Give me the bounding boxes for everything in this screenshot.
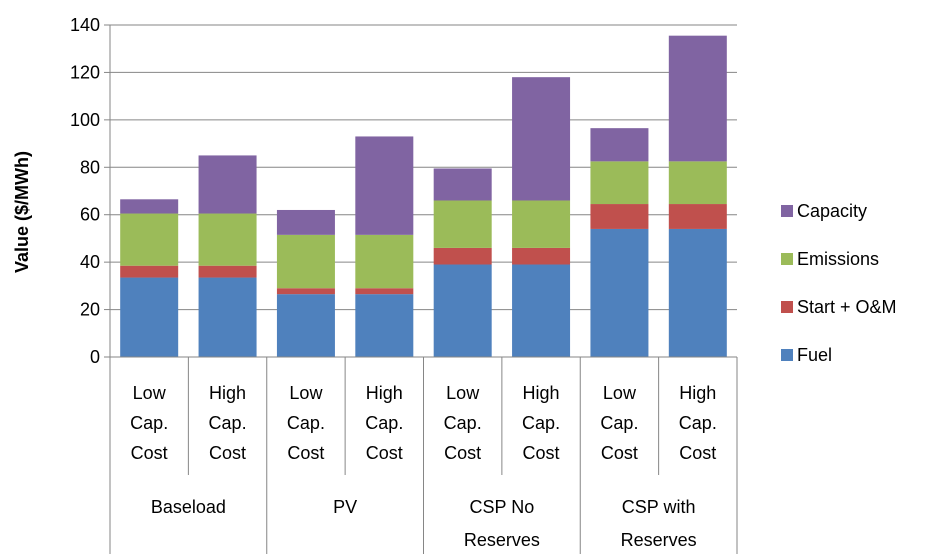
category-label: Cap. — [209, 413, 247, 433]
category-label: High — [523, 383, 560, 403]
group-label: PV — [333, 497, 357, 517]
y-axis-title: Value ($/MWh) — [12, 151, 32, 273]
bar-segment-start-o-m — [276, 288, 335, 295]
bar-segment-capacity — [276, 209, 335, 235]
category-label: Cost — [444, 443, 481, 463]
legend-swatch — [781, 349, 793, 361]
bar-segment-fuel — [668, 228, 727, 357]
bar-series — [120, 35, 727, 357]
category-label: Cost — [523, 443, 560, 463]
bar-segment-emissions — [120, 213, 179, 266]
y-tick-label: 140 — [70, 15, 100, 35]
legend-label: Fuel — [797, 345, 832, 365]
bar-segment-emissions — [512, 200, 571, 248]
category-label: High — [366, 383, 403, 403]
bar-segment-capacity — [433, 168, 492, 201]
bar-segment-fuel — [276, 294, 335, 357]
y-tick-label: 60 — [80, 205, 100, 225]
legend-swatch — [781, 205, 793, 217]
y-tick-label: 120 — [70, 62, 100, 82]
y-tick-labels: 0 20 40 60 80 100 120 140 — [70, 15, 100, 367]
bar-segment-capacity — [512, 77, 571, 201]
bar-segment-start-o-m — [590, 204, 649, 229]
category-label: Low — [133, 383, 167, 403]
category-label: Cost — [601, 443, 638, 463]
axes — [104, 24, 738, 554]
y-tick-label: 80 — [80, 157, 100, 177]
category-label: High — [679, 383, 716, 403]
y-tick-label: 40 — [80, 252, 100, 272]
y-tick-label: 100 — [70, 110, 100, 130]
bar-segment-start-o-m — [198, 265, 257, 278]
bar-segment-capacity — [120, 199, 179, 214]
group-label: Reserves — [464, 530, 540, 550]
bar-segment-start-o-m — [355, 288, 414, 295]
bar-segment-emissions — [668, 161, 727, 205]
bar-segment-emissions — [590, 161, 649, 205]
category-label: Cap. — [522, 413, 560, 433]
bar-segment-capacity — [355, 136, 414, 235]
category-label: Low — [289, 383, 323, 403]
bar-segment-emissions — [276, 234, 335, 289]
legend-label: Capacity — [797, 201, 867, 221]
bar-segment-emissions — [355, 234, 414, 289]
bar-segment-fuel — [433, 264, 492, 357]
bar-segment-capacity — [668, 35, 727, 162]
category-label: Cost — [287, 443, 324, 463]
category-label: Cap. — [287, 413, 325, 433]
bar-segment-start-o-m — [433, 247, 492, 265]
category-label: Cap. — [130, 413, 168, 433]
category-label: Cap. — [679, 413, 717, 433]
category-label: Cost — [679, 443, 716, 463]
group-label: Baseload — [151, 497, 226, 517]
category-label: Cap. — [365, 413, 403, 433]
bar-segment-start-o-m — [120, 265, 179, 278]
group-label: CSP with — [622, 497, 696, 517]
category-label: Low — [446, 383, 480, 403]
bar-segment-fuel — [120, 277, 179, 357]
bar-segment-capacity — [590, 128, 649, 162]
y-tick-label: 20 — [80, 300, 100, 320]
category-label: Cost — [131, 443, 168, 463]
legend-swatch — [781, 253, 793, 265]
y-tick-label: 0 — [90, 347, 100, 367]
bar-segment-start-o-m — [668, 204, 727, 229]
legend: Capacity Emissions Start + O&M Fuel — [781, 201, 897, 365]
bar-segment-fuel — [590, 228, 649, 357]
bar-segment-fuel — [512, 264, 571, 357]
bar-segment-start-o-m — [512, 247, 571, 265]
category-labels: Low Cap. Cost High Cap. Cost Low Cap. Cost High Ca… — [130, 383, 717, 550]
legend-label: Emissions — [797, 249, 879, 269]
category-label: Cost — [366, 443, 403, 463]
category-label: Low — [603, 383, 637, 403]
legend-swatch — [781, 301, 793, 313]
bar-segment-emissions — [198, 213, 257, 266]
group-label: CSP No — [470, 497, 535, 517]
legend-label: Start + O&M — [797, 297, 897, 317]
bar-segment-fuel — [355, 294, 414, 357]
category-label: Cost — [209, 443, 246, 463]
category-label: Cap. — [600, 413, 638, 433]
bar-segment-fuel — [198, 277, 257, 357]
bar-segment-capacity — [198, 155, 257, 214]
category-label: High — [209, 383, 246, 403]
category-label: Cap. — [444, 413, 482, 433]
bar-segment-emissions — [433, 200, 492, 248]
group-label: Reserves — [621, 530, 697, 550]
